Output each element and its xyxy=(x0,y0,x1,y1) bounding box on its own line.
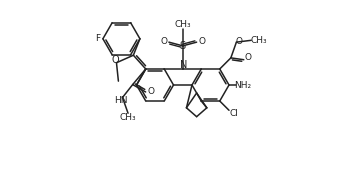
Text: O: O xyxy=(147,88,154,96)
Text: CH₃: CH₃ xyxy=(251,36,267,45)
Text: N: N xyxy=(180,60,188,70)
Text: HN: HN xyxy=(114,96,127,105)
Text: O: O xyxy=(236,37,243,46)
Text: NH₂: NH₂ xyxy=(234,80,252,90)
Text: F: F xyxy=(95,34,100,43)
Text: O: O xyxy=(112,55,119,65)
Text: O: O xyxy=(160,37,167,46)
Text: CH₃: CH₃ xyxy=(175,20,191,29)
Text: S: S xyxy=(180,41,186,51)
Text: Cl: Cl xyxy=(230,109,238,118)
Text: O: O xyxy=(244,53,251,62)
Text: O: O xyxy=(198,37,205,46)
Text: CH₃: CH₃ xyxy=(120,113,136,122)
